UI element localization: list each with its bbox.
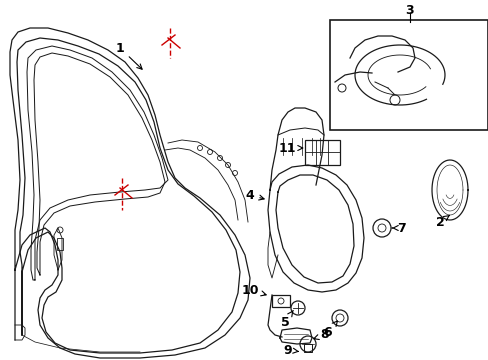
Text: 11: 11	[278, 141, 302, 154]
Text: 4: 4	[245, 189, 264, 202]
Bar	[329, 20, 487, 130]
Bar	[57, 238, 63, 250]
Text: 2: 2	[435, 215, 448, 229]
Bar	[271, 295, 289, 307]
Text: 5: 5	[280, 310, 293, 328]
Bar	[305, 140, 339, 165]
Text: 8: 8	[313, 328, 328, 342]
Text: 3: 3	[405, 4, 413, 17]
Text: 6: 6	[323, 321, 337, 338]
Text: 7: 7	[391, 221, 406, 234]
Text: 10: 10	[241, 284, 265, 297]
Bar	[304, 344, 311, 352]
Text: 1: 1	[115, 41, 142, 69]
Text: 9: 9	[283, 343, 298, 356]
